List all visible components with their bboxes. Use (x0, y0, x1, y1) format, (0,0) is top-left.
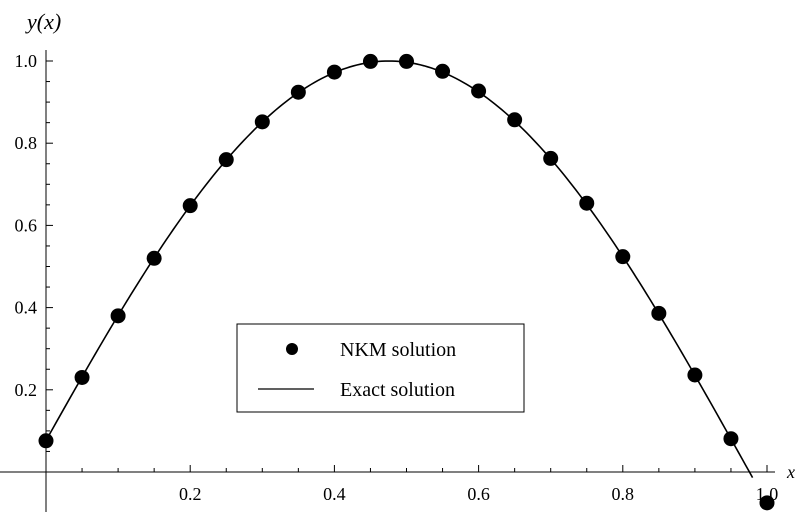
curve-layer (45, 60, 754, 479)
nkm-point (543, 150, 559, 166)
nkm-point (254, 114, 270, 130)
nkm-point (759, 495, 775, 511)
x-tick-label: 0.4 (323, 484, 346, 504)
exact-solution-line (45, 60, 754, 479)
y-axis-title: y(x) (25, 9, 61, 34)
nkm-point (218, 152, 234, 168)
nkm-point (435, 63, 451, 79)
nkm-point (723, 431, 739, 447)
y-tick-label: 0.4 (15, 298, 38, 318)
nkm-point (146, 250, 162, 266)
marker-layer (38, 53, 775, 511)
legend-box (236, 323, 525, 413)
ticks-group: 0.2 0.4 0.6 0.8 1.00.20.40.60.81.0 (15, 51, 779, 504)
nkm-point (110, 308, 126, 324)
x-axis-title: x (786, 462, 795, 482)
x-tick-label: 0.2 (179, 484, 202, 504)
axes-group (0, 50, 775, 512)
nkm-point (507, 112, 523, 128)
nkm-point (326, 64, 342, 80)
legend-marker-nkm (286, 343, 298, 355)
nkm-point (74, 369, 90, 385)
legend-label-nkm: NKM solution (340, 339, 456, 361)
y-tick-label: 1.0 (15, 51, 38, 71)
nkm-point (362, 53, 378, 69)
nkm-point (182, 198, 198, 214)
nkm-point (38, 433, 54, 449)
x-tick-label: 0.8 (612, 484, 635, 504)
legend-label-exact: Exact solution (340, 379, 455, 401)
nkm-point (399, 53, 414, 69)
nkm-point (687, 367, 703, 383)
nkm-point (471, 83, 487, 99)
x-tick-label: 0.6 (467, 484, 490, 504)
legend: NKM solution Exact solution (236, 323, 525, 413)
y-tick-label: 0.2 (15, 380, 38, 400)
nkm-point (615, 249, 631, 265)
nkm-point (579, 195, 595, 211)
nkm-point (290, 84, 306, 100)
y-tick-label: 0.6 (15, 215, 38, 235)
y-tick-label: 0.8 (15, 133, 38, 153)
nkm-point (651, 305, 667, 321)
